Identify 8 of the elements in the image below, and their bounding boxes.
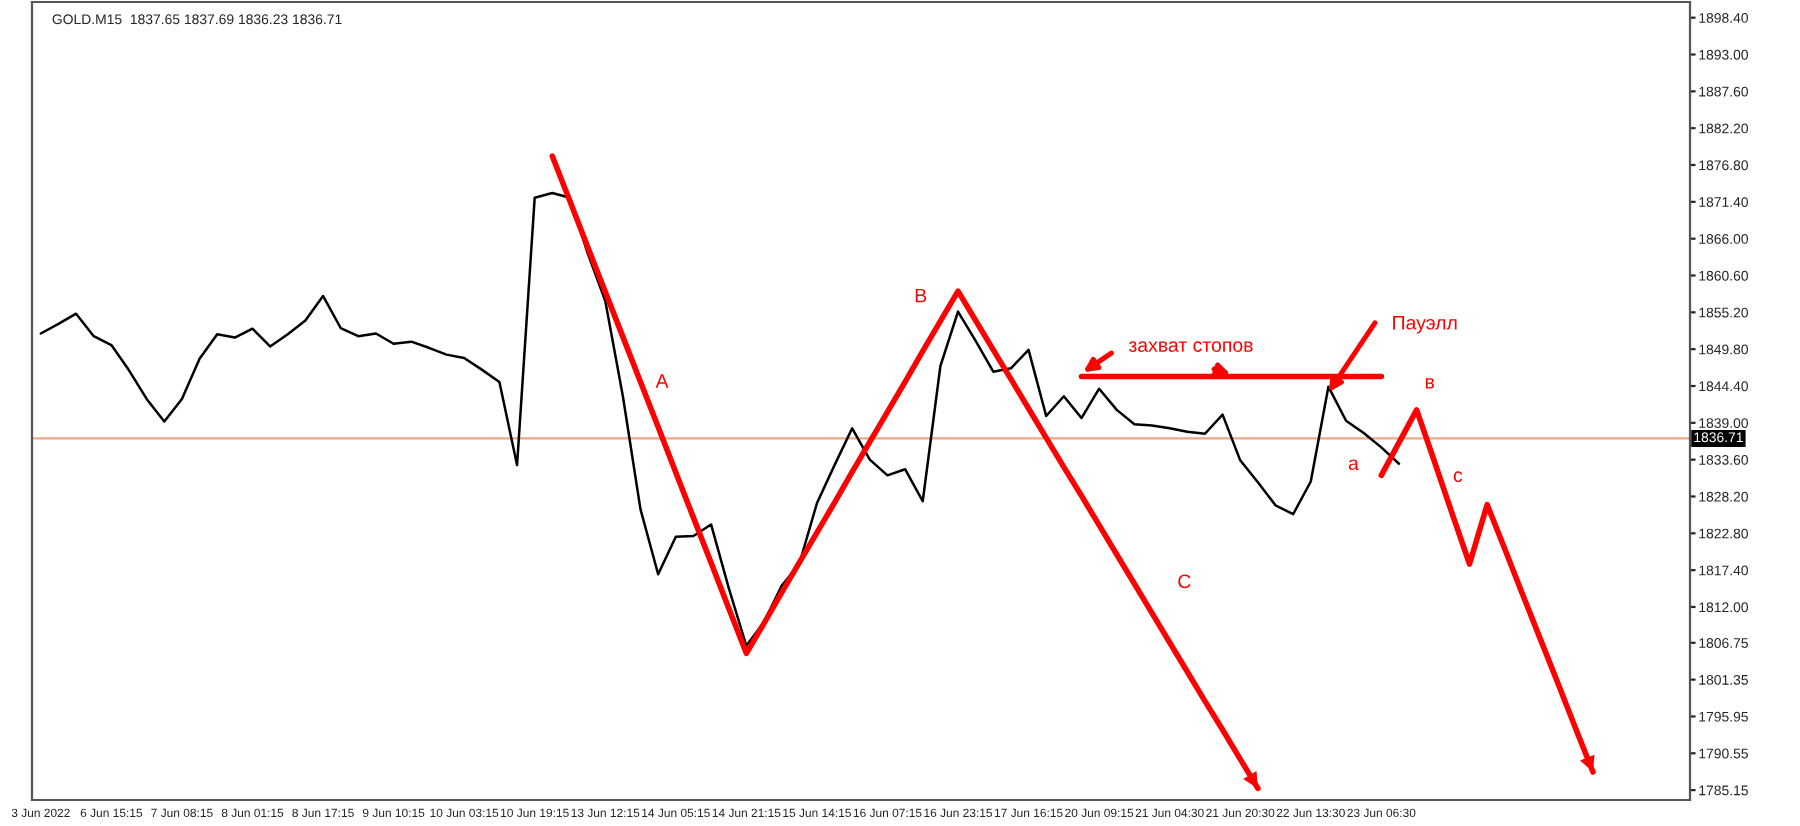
annotation: Пауэлл <box>1393 316 1457 334</box>
annotation: в <box>1425 378 1435 389</box>
annotation: а <box>1348 459 1359 471</box>
annotation: B <box>915 288 927 303</box>
annotation: захват стопов <box>1128 341 1253 352</box>
annotation: C <box>1178 574 1191 589</box>
annotation: с <box>1453 471 1463 483</box>
annotation: A <box>655 374 669 388</box>
